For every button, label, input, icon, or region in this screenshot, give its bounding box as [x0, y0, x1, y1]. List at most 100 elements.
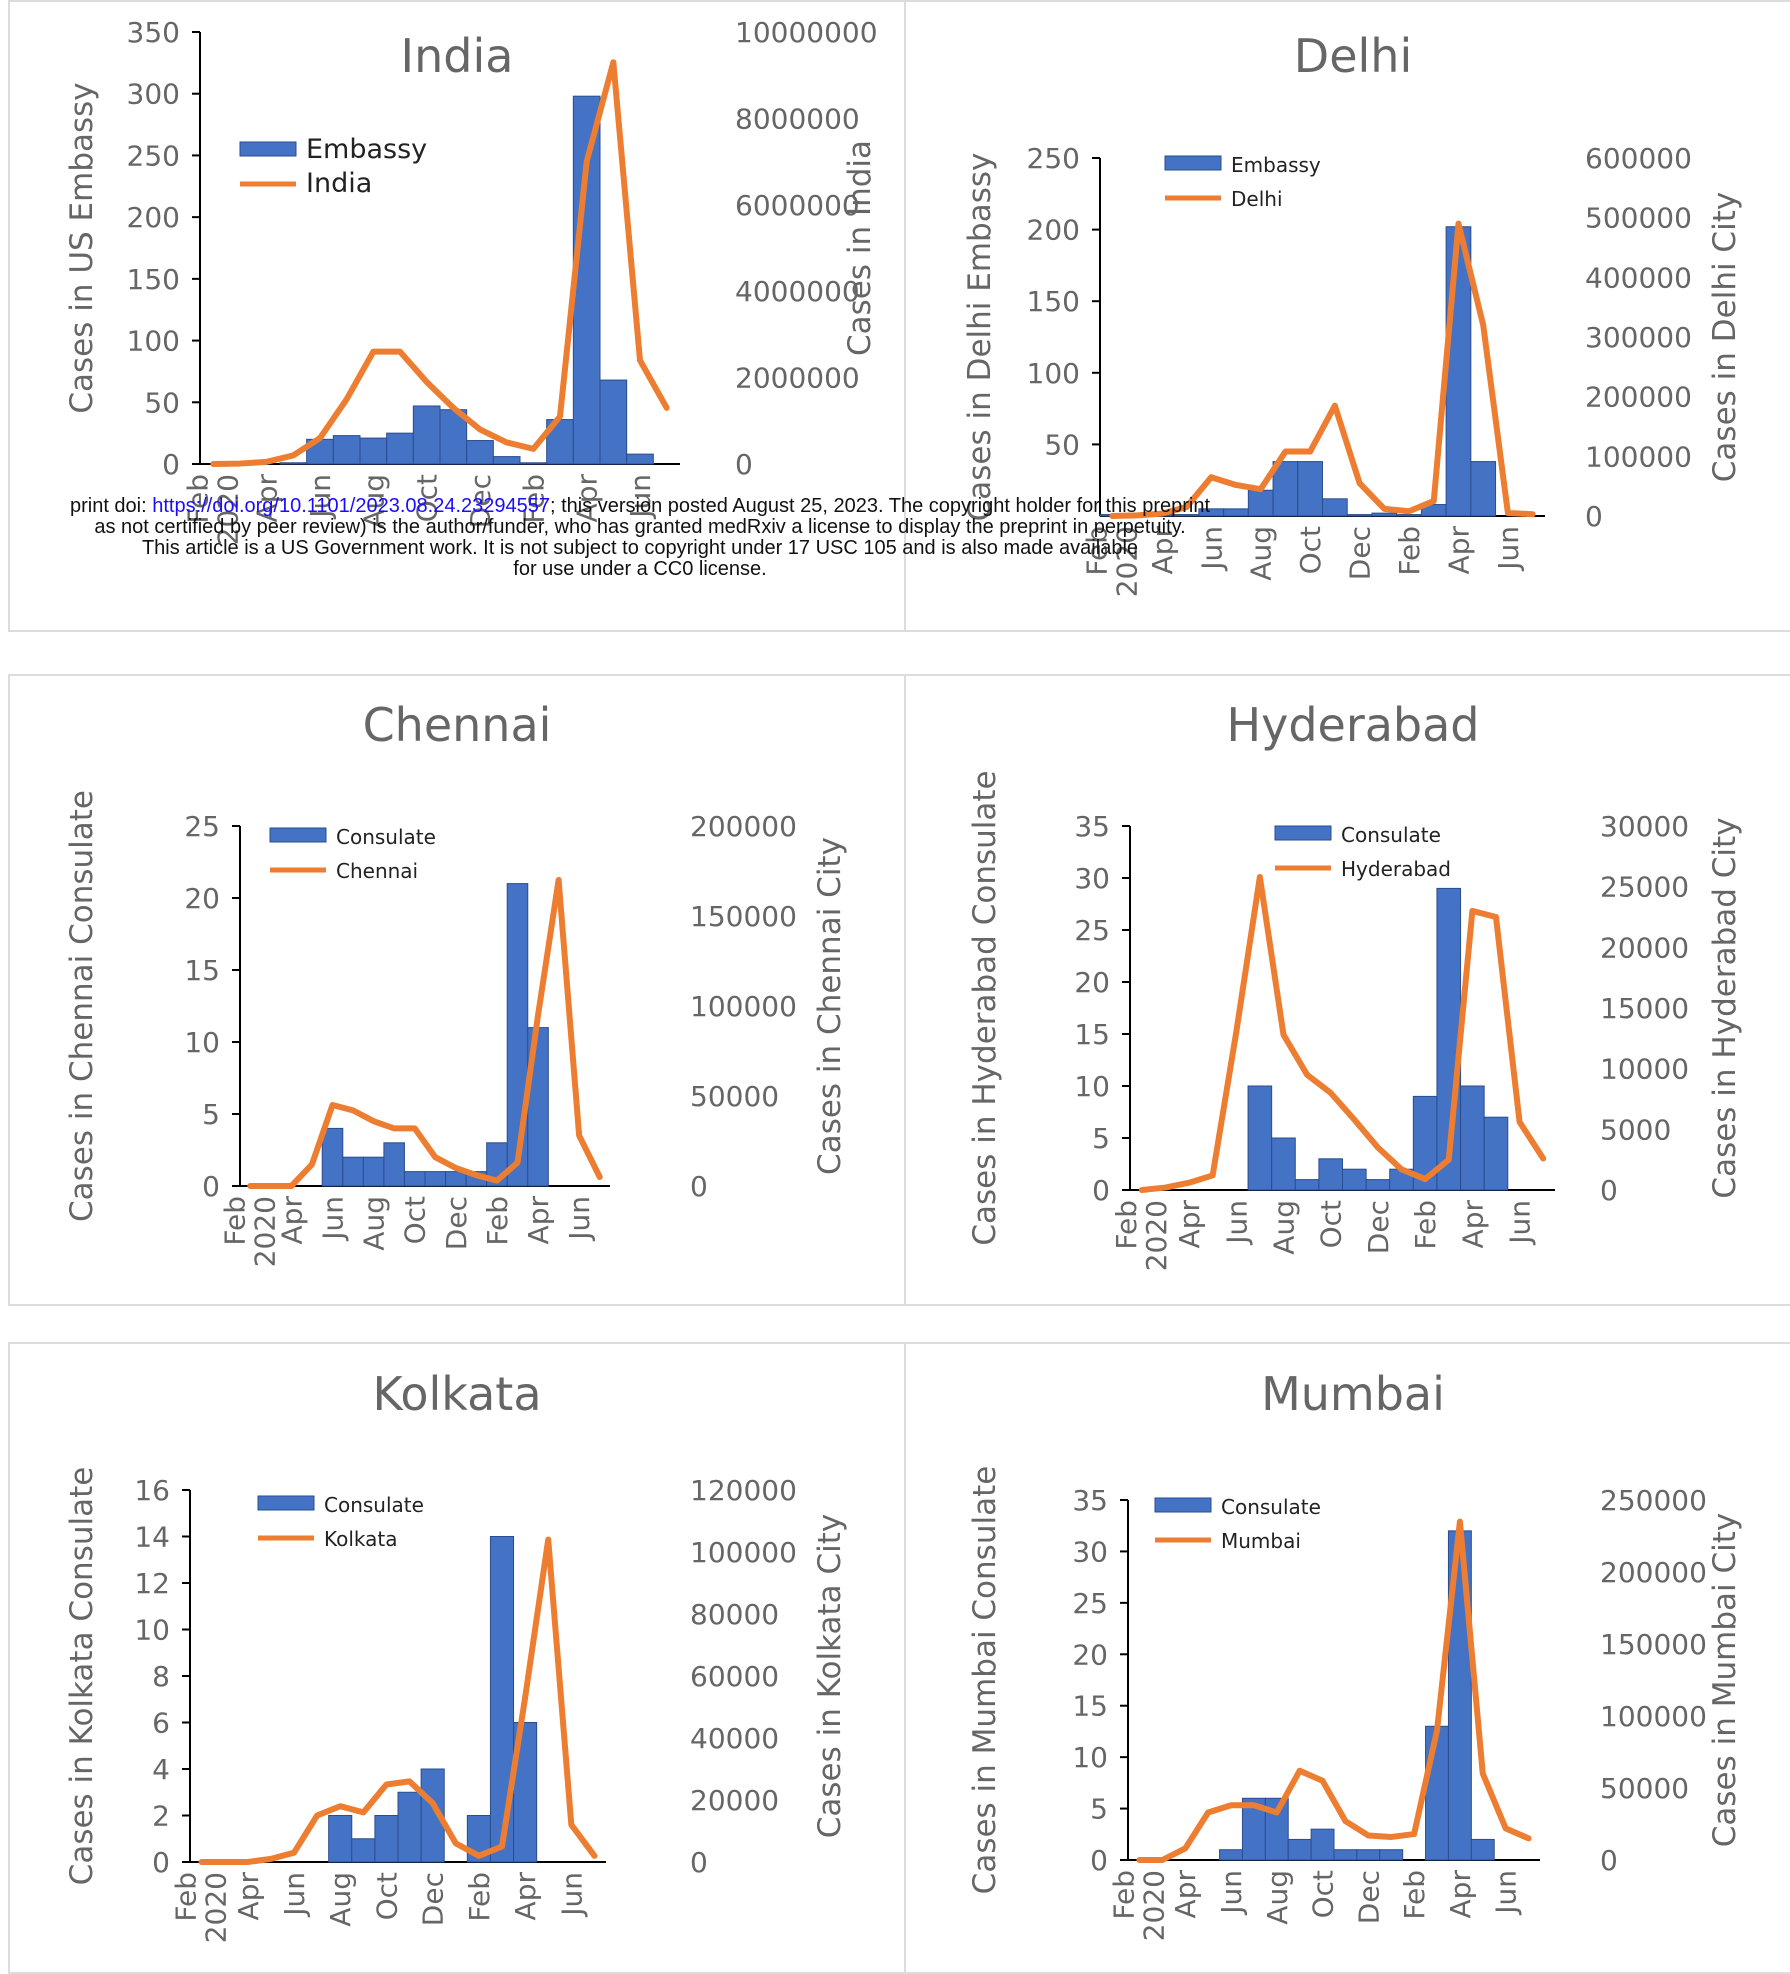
panel-chennai	[8, 674, 906, 1306]
delhi-bar	[1396, 514, 1422, 517]
india-y-tick-label: 150	[127, 263, 180, 296]
india-chart-title: India	[401, 29, 514, 83]
hyderabad-x-tick-label: Oct	[1315, 1200, 1348, 1248]
kolkata-chart-title: Kolkata	[372, 1367, 541, 1421]
kolkata-y2-tick-label: 20000	[690, 1784, 779, 1817]
india-y-tick-label: 200	[127, 201, 180, 234]
panel-india	[8, 0, 906, 632]
chennai-legend-label: Consulate	[336, 825, 436, 849]
mumbai-bar	[1310, 1828, 1335, 1861]
chennai-y-tick-label: 20	[184, 882, 220, 915]
hyderabad-y-tick-label: 10	[1074, 1070, 1110, 1103]
mumbai-y2-axis-label: Cases in Mumbai City	[1707, 1513, 1743, 1847]
kolkata-legend-bar-swatch	[257, 1495, 315, 1511]
kolkata-x-tick-label: Jun	[278, 1872, 311, 1918]
hyderabad-y2-tick-label: 20000	[1600, 931, 1689, 964]
delhi-y-tick-label: 50	[1044, 428, 1080, 461]
kolkata-y2-tick-label: 60000	[690, 1660, 779, 1693]
preprint-banner: print doi: https://doi.org/10.1101/2023.…	[0, 496, 1280, 580]
kolkata-legend-label: Consulate	[324, 1493, 424, 1517]
delhi-x-tick-label: Jun	[1195, 526, 1228, 572]
panel-delhi	[904, 0, 1790, 632]
hyderabad-bar	[1342, 1168, 1367, 1191]
chennai-x-tick-label: Apr	[522, 1196, 555, 1245]
chennai-x-tick-label: Jun	[563, 1196, 596, 1242]
hyderabad-x-tick-label: Apr	[1173, 1200, 1206, 1249]
mumbai-y2-tick-label: 250000	[1600, 1484, 1707, 1517]
kolkata-x-tick-label: Dec	[417, 1872, 450, 1926]
kolkata-y-tick-label: 0	[152, 1846, 170, 1879]
hyderabad-bar	[1365, 1179, 1391, 1191]
mumbai-x-tick-label: Aug	[1261, 1870, 1294, 1925]
mumbai-x-tick-label: Oct	[1307, 1870, 1340, 1918]
banner-suffix: ; this version posted August 25, 2023. T…	[549, 495, 1211, 517]
kolkata-x-tick-label: Feb2020	[170, 1872, 233, 1943]
mumbai-legend-label: Mumbai	[1221, 1529, 1301, 1553]
delhi-x-tick-label: Dec	[1344, 526, 1377, 580]
chennai-y-tick-label: 5	[202, 1098, 220, 1131]
hyderabad-y-tick-label: 5	[1092, 1122, 1110, 1155]
hyderabad-x-tick-label: Dec	[1362, 1200, 1395, 1254]
chennai-y-tick-label: 25	[184, 810, 220, 843]
mumbai-y-tick-label: 30	[1072, 1535, 1108, 1568]
hyderabad-y2-tick-label: 5000	[1600, 1113, 1671, 1146]
kolkata-x-tick-label: Jun	[555, 1872, 588, 1918]
hyderabad-x-tick-label: Feb2020	[1110, 1200, 1173, 1271]
kolkata-y-tick-label: 6	[152, 1707, 170, 1740]
delhi-y2-tick-label: 200000	[1585, 381, 1692, 414]
india-y-tick-label: 350	[127, 16, 180, 49]
delhi-y2-tick-label: 400000	[1585, 261, 1692, 294]
kolkata-bar	[328, 1815, 353, 1863]
india-x-tick-label: Apr	[571, 474, 604, 523]
delhi-bar	[1322, 498, 1348, 517]
kolkata-y2-tick-label: 80000	[690, 1598, 779, 1631]
chennai-line	[247, 877, 603, 1189]
hyderabad-bar	[1318, 1158, 1344, 1191]
delhi-bar	[1445, 226, 1472, 517]
chennai-x-tick-label: Jun	[317, 1196, 350, 1242]
hyderabad-y2-tick-label: 25000	[1600, 871, 1689, 904]
india-bar	[412, 405, 441, 465]
chennai-y2-tick-label: 200000	[690, 810, 797, 843]
delhi-x-tick-label: Feb	[1393, 526, 1426, 576]
kolkata-bar	[397, 1791, 422, 1863]
hyderabad-y-axis-label: Cases in Hyderabad Consulate	[967, 770, 1003, 1245]
mumbai-bar	[1356, 1849, 1381, 1861]
mumbai-x-tick-label: Feb2020	[1107, 1870, 1170, 1941]
kolkata-bar	[351, 1838, 376, 1863]
hyderabad-x-tick-label: Jun	[1220, 1200, 1253, 1246]
hyderabad-x-tick-label: Aug	[1267, 1200, 1300, 1255]
banner-prefix: print doi:	[69, 495, 153, 517]
delhi-legend-label: Delhi	[1231, 187, 1283, 211]
hyderabad-bar	[1294, 1179, 1320, 1191]
hyderabad-y2-tick-label: 30000	[1600, 810, 1689, 843]
chennai-x-tick-label: Aug	[358, 1196, 391, 1251]
mumbai-y-tick-label: 20	[1072, 1638, 1108, 1671]
india-x-tick-label: Apr	[251, 474, 284, 523]
chennai-y2-tick-label: 50000	[690, 1080, 779, 1113]
kolkata-y-tick-label: 8	[152, 1660, 170, 1693]
banner-line-3: This article is a US Government work. It…	[141, 537, 1139, 559]
kolkata-x-tick-label: Apr	[509, 1872, 542, 1921]
kolkata-y2-tick-label: 0	[690, 1846, 708, 1879]
hyderabad-x-tick-label: Feb	[1409, 1200, 1442, 1250]
delhi-y2-axis-label: Cases in Delhi City	[1707, 192, 1743, 482]
chennai-y-tick-label: 0	[202, 1170, 220, 1203]
chennai-x-tick-label: Feb2020	[218, 1196, 281, 1267]
hyderabad-chart-title: Hyderabad	[1227, 698, 1480, 752]
india-x-tick-label: Jun	[304, 474, 337, 520]
india-y-tick-label: 100	[127, 325, 180, 358]
chennai-x-tick-label: Apr	[275, 1196, 308, 1245]
chennai-bar	[342, 1156, 364, 1187]
mumbai-y2-tick-label: 100000	[1600, 1700, 1707, 1733]
delhi-x-tick-label: Apr	[1146, 526, 1179, 575]
mumbai-chart-title: Mumbai	[1261, 1367, 1445, 1421]
hyderabad-y2-axis-label: Cases in Hyderabad City	[1707, 817, 1743, 1198]
hyderabad-x-tick-label: Jun	[1504, 1200, 1537, 1246]
hyderabad-y2-tick-label: 10000	[1600, 1053, 1689, 1086]
kolkata-x-tick-label: Aug	[324, 1872, 357, 1927]
doi-link[interactable]: https://doi.org/10.1101/2023.08.24.23294…	[152, 495, 550, 517]
india-bar	[519, 462, 548, 465]
india-y-axis-label: Cases in US Embassy	[64, 82, 100, 413]
india-legend-label: India	[306, 168, 372, 199]
